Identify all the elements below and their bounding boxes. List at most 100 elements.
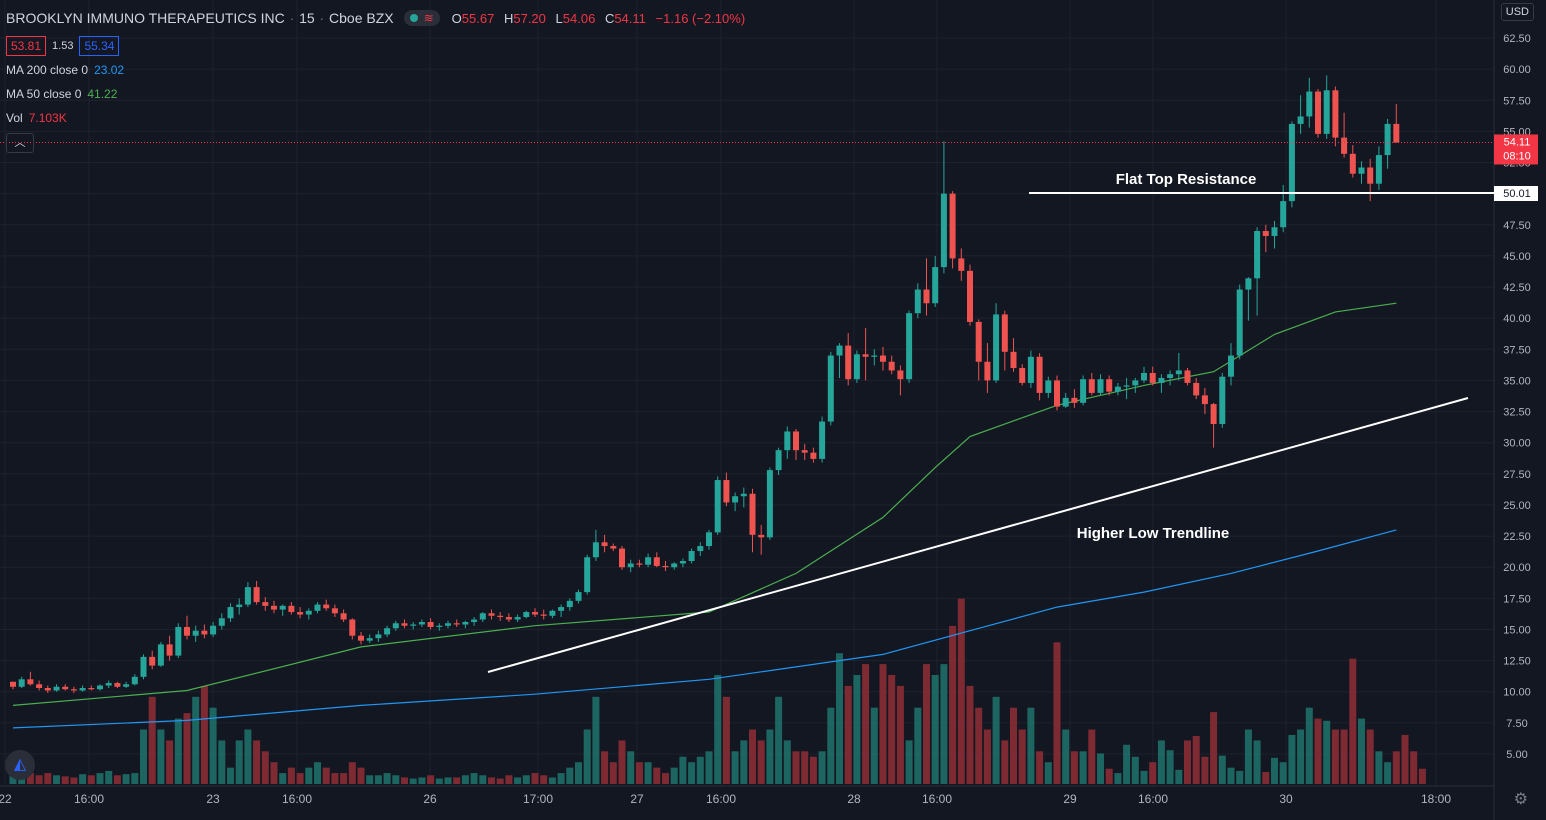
higher-low-trendline[interactable]	[487, 397, 1469, 673]
candle-body	[584, 557, 591, 593]
candle-body	[227, 607, 234, 619]
price-tick-label: 5.00	[1506, 749, 1527, 761]
candle	[558, 604, 565, 618]
candle-body	[1062, 397, 1069, 407]
candle	[305, 608, 312, 620]
volume-bar	[1201, 756, 1209, 784]
time-axis[interactable]: 22 16:00 23 16:00 26 17:00 27 16:00 28 16:00 29 16:…	[0, 792, 1451, 806]
candle	[236, 598, 243, 615]
currency-button[interactable]: USD	[1500, 3, 1534, 21]
volume-bar	[870, 707, 878, 784]
volume-bars	[9, 598, 1426, 784]
candle	[488, 609, 495, 620]
candle	[514, 614, 521, 623]
candle-body	[1097, 379, 1104, 393]
candle-body	[488, 613, 495, 616]
price-tick-label: 62.50	[1503, 33, 1531, 45]
candle	[18, 676, 25, 689]
candle	[679, 558, 686, 568]
volume-bar	[1018, 729, 1026, 784]
candle-body	[36, 684, 43, 689]
candle	[688, 548, 695, 564]
volume-bar	[96, 773, 104, 784]
symbol-title[interactable]: BROOKLYN IMMUNO THERAPEUTICS INC	[6, 10, 285, 26]
ma50-line	[12, 302, 1397, 706]
price-tick-label: 27.50	[1503, 469, 1531, 481]
candle-body	[279, 605, 286, 610]
volume-bar	[183, 713, 191, 784]
candle-body	[244, 587, 251, 605]
candle	[1132, 377, 1139, 393]
bar-countdown-label: 08:10	[1503, 150, 1531, 162]
candle-body	[862, 354, 869, 357]
candle-body	[984, 361, 991, 381]
candle	[36, 680, 43, 691]
volume-bar	[853, 675, 861, 784]
candle-body	[671, 563, 678, 568]
candle-body	[1132, 380, 1139, 386]
candle	[1175, 353, 1182, 381]
candle	[210, 622, 217, 637]
candle	[627, 559, 634, 573]
volume-bar	[766, 729, 774, 784]
candle-body	[1071, 397, 1078, 403]
volume-bar	[618, 740, 626, 784]
candle	[653, 552, 660, 568]
candle-body	[79, 688, 86, 691]
price-tick-label: 47.50	[1503, 220, 1531, 232]
candle-body	[349, 619, 356, 636]
candle	[10, 681, 16, 690]
candle-body	[993, 314, 1000, 381]
candle-body	[645, 557, 652, 565]
candle	[192, 625, 199, 642]
candle	[262, 597, 269, 611]
price-tick-label: 20.00	[1503, 562, 1531, 574]
candle	[1219, 372, 1226, 428]
volume-bar	[992, 696, 1000, 784]
buy-price-button[interactable]: 55.34	[79, 36, 120, 56]
candle-body	[192, 630, 199, 636]
volume-bar	[1271, 757, 1278, 784]
market-status-pill[interactable]: ≋	[403, 10, 440, 26]
volume-bar	[383, 773, 391, 784]
collapse-legend-button[interactable]: ︿	[6, 133, 34, 153]
candle-body	[1010, 351, 1017, 368]
candle-body	[140, 656, 147, 677]
volume-bar	[1297, 729, 1305, 784]
candle	[1027, 350, 1034, 388]
candle-body	[62, 686, 69, 690]
volume-bar	[1236, 770, 1244, 784]
volume-bar	[479, 775, 487, 784]
interval-label[interactable]: 15	[299, 10, 315, 26]
volume-bar	[679, 756, 687, 784]
volume-bar	[1027, 707, 1035, 784]
candle	[1332, 86, 1339, 147]
volume-bar	[287, 767, 295, 784]
sell-price-button[interactable]: 53.81	[6, 36, 47, 56]
resistance-price-marker: 50.01	[1494, 186, 1538, 201]
candle-body	[1019, 367, 1026, 383]
candle-body	[653, 557, 660, 566]
candle	[784, 426, 791, 459]
price-tick-label: 22.50	[1503, 531, 1531, 543]
candle-body	[575, 592, 582, 601]
candle	[793, 428, 799, 461]
indicator-volume[interactable]: Vol 7.103K	[6, 111, 67, 125]
indicator-ma200[interactable]: MA 200 close 0 23.02	[6, 63, 125, 77]
volume-bar	[696, 756, 704, 784]
volume-bar	[670, 767, 678, 784]
candle-body	[766, 470, 773, 538]
volume-bar	[792, 751, 800, 784]
volume-bar	[1079, 751, 1087, 784]
indicator-ma50[interactable]: MA 50 close 0 41.22	[6, 87, 118, 101]
gear-icon[interactable]: ⚙	[1513, 791, 1528, 808]
volume-bar	[1192, 736, 1200, 784]
volume-bar	[966, 685, 974, 784]
tradingview-logo-icon[interactable]: ◭	[5, 750, 35, 780]
candle-body	[523, 612, 530, 618]
volume-bar	[122, 774, 130, 784]
volume-bar	[409, 778, 417, 784]
candle-body	[340, 613, 347, 620]
candle	[227, 603, 234, 623]
